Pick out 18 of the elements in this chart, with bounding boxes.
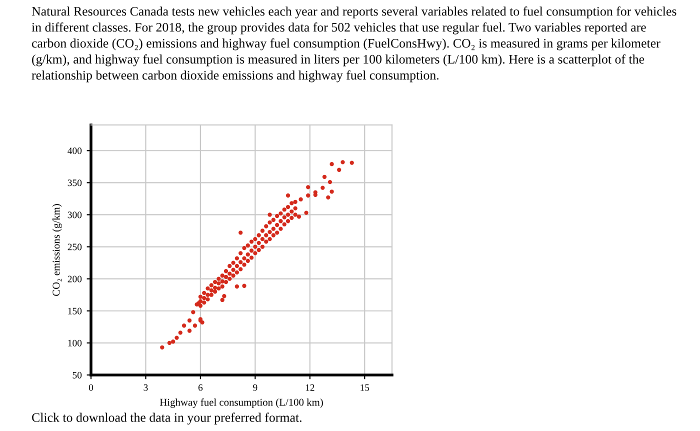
chart-title: Natural Resources Canada tests new vehicles each year and reports several variables related to fuel consumption for vehicles in different classes. For 2018, the group provides data for 502 vehicles that use regular fuel. Two variables reported are carbon dioxide (CO₂) emissions and highway fuel consumption (FuelConsHwy). CO₂ is measured in grams per kilometer (g/km), and highway fuel consumption is measured in liters per 100 kilometers (L/100 km). Here is a scatterplot of the relationship between carbon dioxide emissions and highway fuel consumption. <box>32 6 676 82</box>
y-tick-label: 200 <box>68 276 82 282</box>
x-tick-label: 6 <box>198 384 203 391</box>
x-tick-label: 9 <box>253 384 258 391</box>
x-tick-label: 12 <box>306 384 314 391</box>
y-tick-label: 350 <box>68 180 82 186</box>
y-axis-title: CO₂ emissions (g/km) <box>52 204 62 296</box>
y-tick-label: 50 <box>72 372 82 378</box>
text: Click to download the data in your preferred format. <box>32 412 302 425</box>
y-tick-label: 300 <box>68 212 82 218</box>
y-tick-label: 250 <box>68 244 82 250</box>
x-axis-title: Highway fuel consumption (L/100 km) <box>160 398 323 408</box>
x-tick-label: 0 <box>88 384 94 391</box>
y-tick-label: 150 <box>68 308 82 314</box>
y-tick-label: 400 <box>68 148 82 154</box>
x-tick-label: 15 <box>360 384 370 391</box>
y-tick-label: 100 <box>68 340 82 346</box>
x-tick-label: 3 <box>144 384 148 391</box>
